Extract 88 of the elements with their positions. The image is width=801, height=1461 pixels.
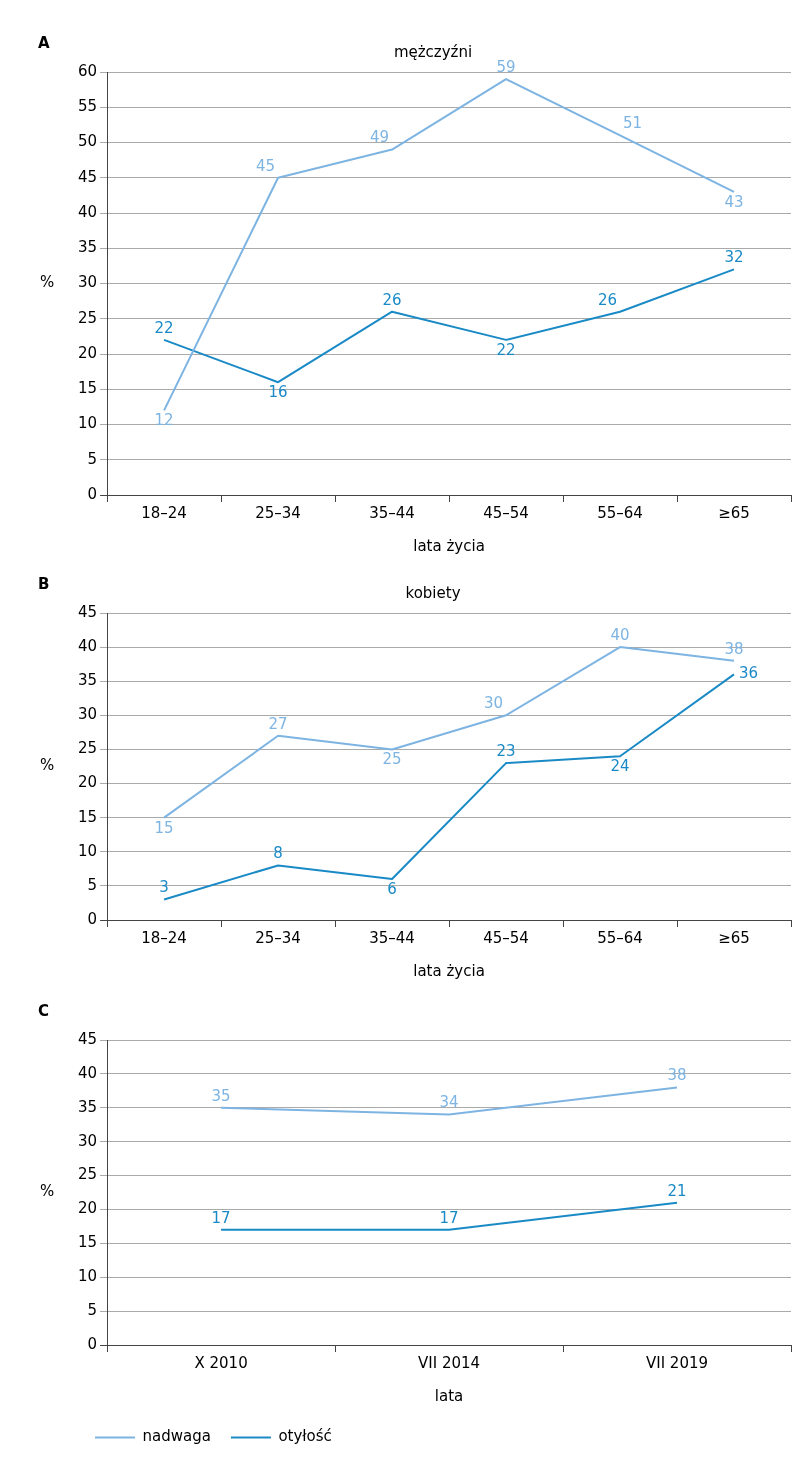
y-tick-label: 5: [87, 449, 98, 468]
data-label: 35: [211, 1086, 231, 1105]
y-tick-label: 60: [77, 61, 98, 80]
data-label: 30: [483, 694, 504, 713]
y-tick-label: 25: [77, 308, 98, 327]
text: B: [38, 574, 50, 593]
y-tick-label: 55: [77, 97, 98, 116]
data-label: 22: [496, 340, 516, 359]
data-label: 22: [154, 318, 174, 337]
data-label: 59: [496, 57, 516, 76]
x-tick-label: ≥65: [718, 503, 750, 522]
data-label: 16: [268, 383, 288, 402]
legend-label: nadwaga: [142, 1427, 211, 1446]
y-tick-label: 35: [77, 1097, 98, 1116]
x-tick-label: 35–44: [369, 928, 415, 947]
x-axis-title: lata życia: [413, 536, 485, 555]
data-label: 26: [597, 290, 618, 309]
x-tick-label: 18–24: [141, 928, 187, 947]
x-tick-label: ≥65: [718, 928, 750, 947]
x-tick-label: 25–34: [255, 503, 301, 522]
data-label: 26: [382, 290, 402, 309]
x-tick-label: VII 2019: [645, 1353, 709, 1372]
legend-label: otyłość: [278, 1427, 332, 1446]
data-label: 21: [667, 1181, 687, 1200]
data-label: 51: [623, 114, 643, 133]
data-label: 40: [610, 626, 630, 644]
data-label: 17: [439, 1208, 459, 1227]
chart-title: mężczyźni: [393, 42, 473, 61]
chart-title: kobiety: [405, 583, 461, 602]
y-tick-label: 10: [77, 1267, 98, 1286]
y-tick-label: 30: [77, 1131, 98, 1150]
y-tick-label: 0: [87, 1334, 98, 1353]
y-tick-label: 45: [77, 1029, 98, 1048]
y-axis-title: %: [39, 756, 55, 775]
data-label: 36: [739, 664, 759, 683]
y-tick-label: 45: [77, 167, 98, 186]
data-label: 15: [154, 818, 174, 837]
x-tick-label: X 2010: [194, 1353, 248, 1372]
data-label: 34: [439, 1093, 459, 1112]
data-label: 24: [610, 757, 630, 776]
y-tick-label: 20: [77, 343, 98, 362]
y-tick-label: 10: [77, 841, 98, 860]
y-tick-label: 15: [77, 807, 98, 826]
y-tick-label: 20: [77, 773, 98, 792]
data-label: 49: [369, 128, 390, 147]
y-axis-title: %: [39, 273, 55, 292]
data-label: 3: [159, 878, 169, 897]
data-label: 23: [496, 741, 516, 760]
text: A: [38, 33, 50, 52]
data-label: 17: [211, 1208, 231, 1227]
y-tick-label: 5: [87, 875, 98, 894]
x-tick-label: 45–54: [483, 928, 529, 947]
y-tick-label: 30: [77, 705, 98, 724]
x-axis-title: lata: [434, 1386, 464, 1405]
data-label: 8: [273, 844, 283, 863]
y-tick-label: 30: [77, 273, 98, 292]
y-tick-label: 40: [77, 1063, 98, 1082]
x-tick-label: 45–54: [483, 503, 529, 522]
y-tick-label: 20: [77, 1199, 98, 1218]
x-tick-label: VII 2014: [418, 1353, 481, 1372]
y-tick-label: 15: [77, 379, 98, 398]
data-label: 43: [724, 192, 744, 211]
x-tick-label: 55–64: [597, 928, 643, 947]
y-tick-label: 50: [77, 132, 98, 151]
y-tick-label: 5: [87, 1301, 98, 1319]
x-tick-label: 55–64: [597, 503, 643, 522]
data-label: 25: [382, 750, 402, 769]
x-tick-label: 18–24: [141, 503, 187, 522]
y-tick-label: 35: [77, 671, 98, 690]
text: C: [38, 1001, 50, 1020]
y-tick-label: 25: [77, 1165, 98, 1184]
y-tick-label: 45: [77, 602, 98, 621]
y-tick-label: 25: [77, 739, 98, 758]
y-tick-label: 40: [77, 637, 98, 655]
y-tick-label: 40: [77, 202, 98, 221]
y-tick-label: 35: [77, 238, 98, 257]
data-label: 27: [268, 714, 288, 733]
x-tick-label: 35–44: [369, 503, 415, 522]
y-tick-label: 0: [87, 909, 98, 928]
y-axis-title: %: [39, 1182, 55, 1201]
data-label: 45: [255, 156, 276, 175]
data-label: 6: [387, 879, 397, 898]
y-tick-label: 10: [77, 414, 98, 433]
data-label: 32: [724, 248, 744, 267]
x-axis-title: lata życia: [413, 961, 485, 980]
y-tick-label: 0: [87, 484, 98, 503]
y-tick-label: 15: [77, 1233, 98, 1252]
x-tick-label: 25–34: [255, 928, 301, 947]
